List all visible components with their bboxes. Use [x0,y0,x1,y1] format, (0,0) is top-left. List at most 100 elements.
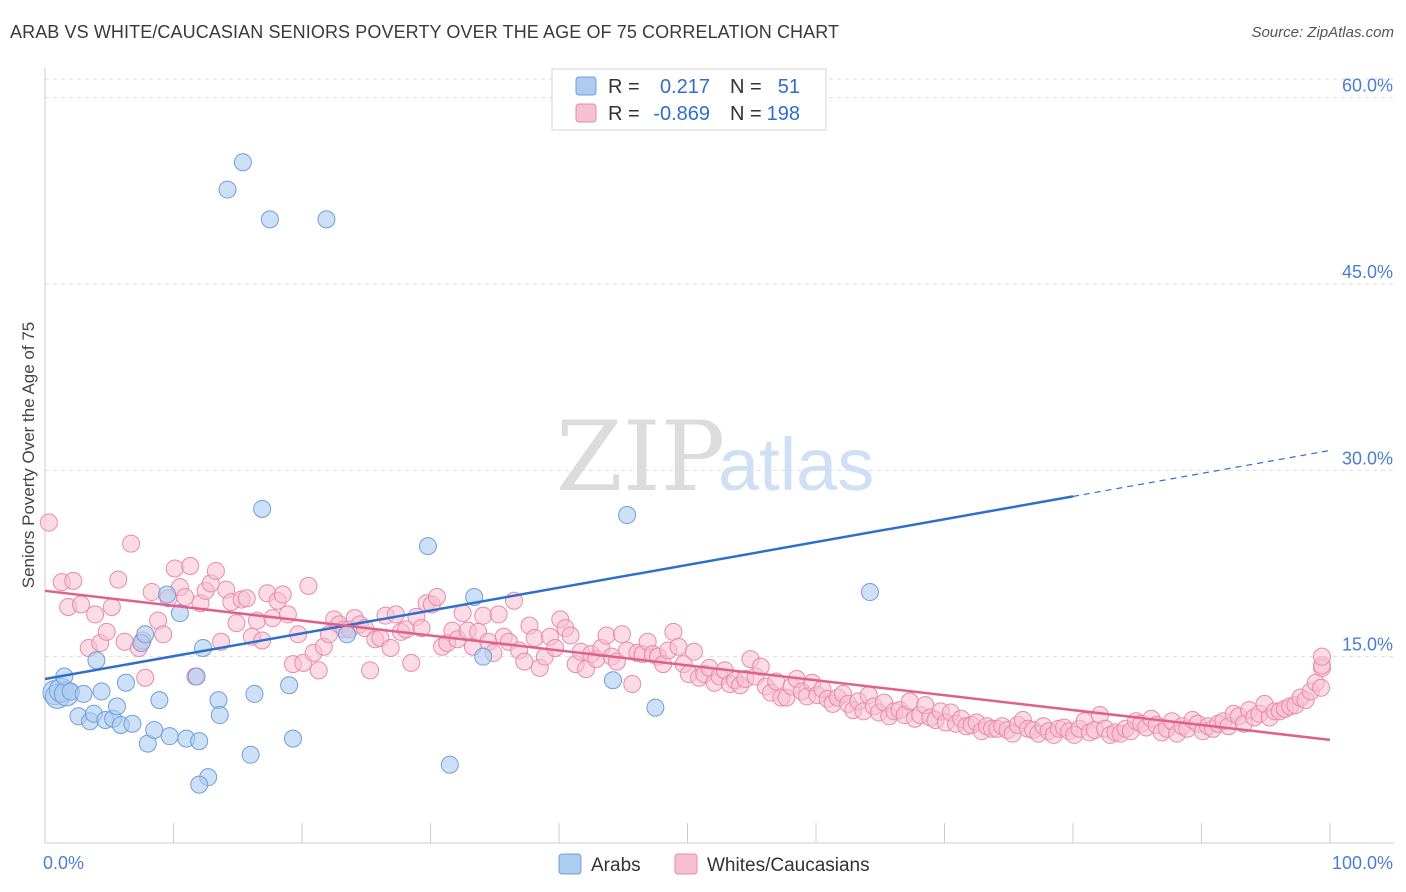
whites-point [102,597,121,616]
whites-point [1313,647,1331,666]
legend-r-value-arabs: 0.217 [660,76,710,98]
legend-n-label-arabs: N = [730,76,762,98]
y-tick-label: 30.0% [1342,448,1393,468]
bottom-legend-whites: Whites/Caucasians [707,855,870,876]
correlation-legend: R = 0.217 N = 51 R = -0.869 N = 198 [551,68,827,131]
arabs-trend-extension [1072,449,1331,497]
whites-point [597,626,616,645]
whites-point [109,570,128,589]
whites-point [299,576,318,595]
arabs-point [317,210,336,229]
x-tick-labels: 0.0% 100.0% [43,853,1393,873]
whites-point [525,629,544,648]
whites-point [412,619,431,638]
whites-point [176,588,195,607]
x-tick-label: 100.0% [1332,853,1393,873]
arabs-point [92,682,111,701]
arabs-point [145,720,164,739]
whites-point [142,583,161,602]
arabs-point [233,153,252,172]
bottom-swatch-arabs [558,853,582,875]
chart-title: ARAB VS WHITE/CAUCASIAN SENIORS POVERTY … [10,22,840,42]
whites-point [381,638,400,657]
arabs-point [284,729,303,748]
whites-point [546,638,565,657]
arabs-point [194,638,213,657]
whites-point [273,585,292,604]
legend-r-label-whites: R = [608,103,640,125]
whites-point [453,604,472,623]
whites-point [515,652,534,671]
legend-swatch-whites [575,103,597,123]
whites-point [361,661,380,680]
whites-point [39,513,58,532]
watermark: ZIP atlas [556,401,874,513]
whites-trend-line [44,589,1331,742]
arabs-point [190,732,209,751]
arabs-point [160,727,179,746]
whites-point [489,605,508,624]
whites-point [237,589,256,608]
arabs-point [87,651,106,670]
legend-r-label-arabs: R = [608,76,640,98]
whites-point [309,661,328,680]
whites-point [97,622,116,641]
watermark-zip: ZIP [556,401,725,513]
source-label: Source: ZipAtlas.com [1251,24,1394,41]
arabs-point [116,673,135,692]
y-axis-label: Seniors Poverty Over the Age of 75 [19,322,38,588]
arabs-point [210,706,229,725]
arabs-point [253,499,272,518]
legend-box [551,68,827,131]
arabs-point [618,506,637,525]
arabs-point [418,537,437,556]
arabs-point [158,585,177,604]
arabs-point [245,684,264,703]
y-tick-label: 60.0% [1342,76,1393,96]
whites-point [623,674,642,693]
arabs-point [150,691,169,710]
arabs-point [260,210,279,229]
legend-n-value-whites: 198 [767,103,800,125]
x-tick-label: 0.0% [43,853,84,873]
arabs-point [860,583,879,602]
y-tick-label: 45.0% [1342,262,1393,282]
whites-point [427,588,446,607]
arabs-point [241,745,260,764]
whites-point [669,637,688,656]
arabs-point [280,676,299,695]
whites-point [122,534,141,553]
arabs-point [74,684,93,703]
whites-points [39,513,1331,744]
arabs-point [123,714,142,733]
y-tick-labels: 15.0% 30.0% 45.0% 60.0% [1342,76,1393,655]
arabs-point [474,647,493,666]
whites-point [64,571,83,590]
arabs-point [646,698,665,717]
legend-swatch-arabs [575,76,597,96]
arabs-points [42,153,879,794]
whites-point [612,625,631,644]
whites-point [154,625,173,644]
whites-point [71,595,90,614]
arabs-point [170,604,189,623]
whites-point [181,556,200,575]
bottom-legend-arabs: Arabs [591,855,641,876]
trend-lines [44,449,1331,742]
arabs-point [218,180,237,199]
arabs-point [337,625,356,644]
arabs-point [187,667,206,686]
arabs-point [603,671,622,690]
arabs-trend-line [44,495,1074,681]
axes [44,68,1394,844]
arabs-point [136,625,155,644]
whites-point [402,653,421,672]
whites-point [136,668,155,687]
arabs-point [107,697,126,716]
whites-point [86,605,105,624]
legend-n-label-whites: N = [730,103,762,125]
arabs-point [440,755,459,774]
series-legend: Arabs Whites/Caucasians [558,853,870,876]
whites-point [1312,678,1331,697]
